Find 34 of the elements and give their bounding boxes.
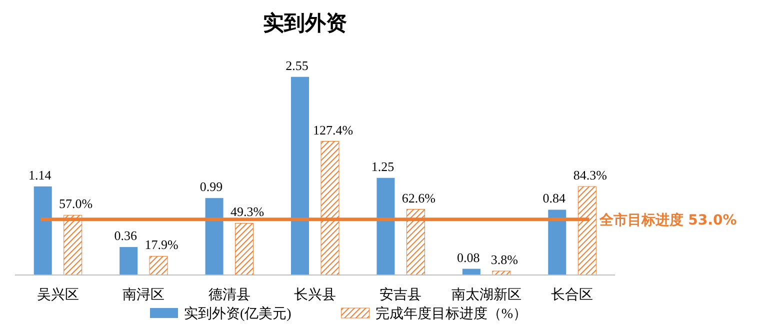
data-label: 62.6% — [402, 190, 436, 206]
data-label: 57.0% — [59, 196, 93, 212]
data-label: 84.3% — [573, 168, 608, 182]
bar — [548, 210, 566, 275]
data-label: 0.08 — [457, 250, 480, 265]
chart-title: 实到外资 — [263, 11, 347, 35]
x-tick-label: 长兴县 — [294, 287, 336, 303]
bar — [492, 270, 511, 276]
x-tick-label: 德清县 — [208, 287, 250, 303]
x-tick-label: 吴兴区 — [36, 287, 79, 303]
data-label: 1.25 — [371, 158, 394, 174]
bar — [149, 256, 168, 276]
bar — [291, 76, 309, 275]
legend-label: 实到外资(亿美元) — [184, 306, 292, 322]
bar — [205, 198, 224, 275]
bar — [376, 178, 395, 275]
data-label: 0.36 — [114, 228, 138, 244]
data-label: 2.55 — [286, 58, 308, 73]
data-label: 0.99 — [200, 179, 223, 194]
bar — [34, 186, 52, 275]
text: 完成年度目标进度（%） — [375, 306, 527, 322]
data-label: 127.4% — [312, 122, 354, 138]
x-tick-label: 南太湖新区 — [451, 287, 522, 303]
x-tick-label: 安吉县 — [380, 287, 422, 303]
bar — [235, 222, 254, 276]
data-label: 3.8% — [490, 252, 518, 268]
ref-line-label: 全市目标进度 53.0% — [598, 211, 737, 228]
bar — [120, 247, 138, 275]
x-tick-label: 长合区 — [551, 287, 594, 303]
data-label: 17.9% — [144, 237, 179, 252]
data-label: 1.14 — [28, 167, 52, 182]
data-label: 0.84 — [542, 190, 566, 206]
x-tick-label: 南浔区 — [122, 287, 165, 303]
data-label: 49.3% — [230, 204, 264, 220]
